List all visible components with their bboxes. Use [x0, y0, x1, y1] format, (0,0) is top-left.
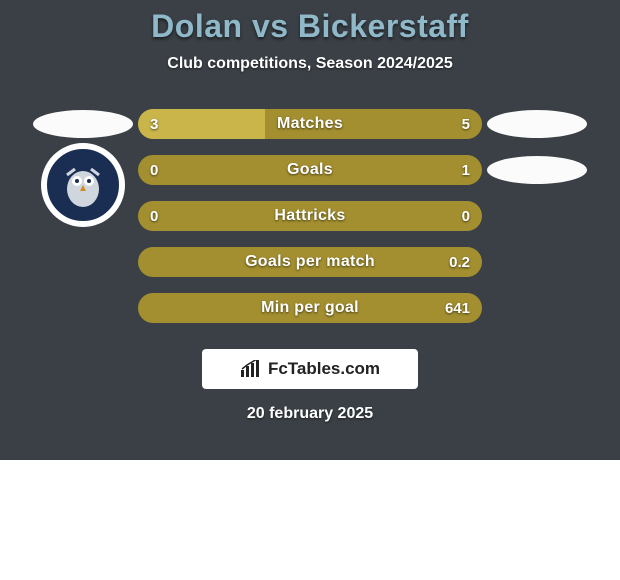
brand-text: FcTables.com [268, 359, 380, 379]
date-text: 20 february 2025 [0, 405, 620, 423]
chart-icon [240, 360, 262, 378]
stats-card: Dolan vs Bickerstaff Club competitions, … [0, 0, 620, 460]
stat-label: Min per goal [138, 299, 482, 317]
brand-badge: FcTables.com [202, 349, 418, 389]
subtitle: Club competitions, Season 2024/2025 [0, 55, 620, 73]
right-player-ellipse [487, 110, 587, 138]
right-club-ellipse [487, 156, 587, 184]
stat-label: Hattricks [138, 207, 482, 225]
stat-label: Matches [138, 115, 482, 133]
right-badge-slot [482, 156, 592, 184]
stat-bar: 641Min per goal [138, 293, 482, 323]
stat-row: 01Goals [0, 147, 620, 193]
stat-row: 00Hattricks [0, 193, 620, 239]
right-badge-slot [482, 110, 592, 138]
stat-bar: 35Matches [138, 109, 482, 139]
stat-row: 641Min per goal [0, 285, 620, 331]
page-title: Dolan vs Bickerstaff [0, 8, 620, 45]
stat-label: Goals per match [138, 253, 482, 271]
stat-row: 0.2Goals per match [0, 239, 620, 285]
stat-bar: 0.2Goals per match [138, 247, 482, 277]
stat-label: Goals [138, 161, 482, 179]
stat-bar: 01Goals [138, 155, 482, 185]
stat-bar: 00Hattricks [138, 201, 482, 231]
stats-rows: 35Matches 01Goals 00Hattricks 0.2Goals per … [0, 101, 620, 331]
